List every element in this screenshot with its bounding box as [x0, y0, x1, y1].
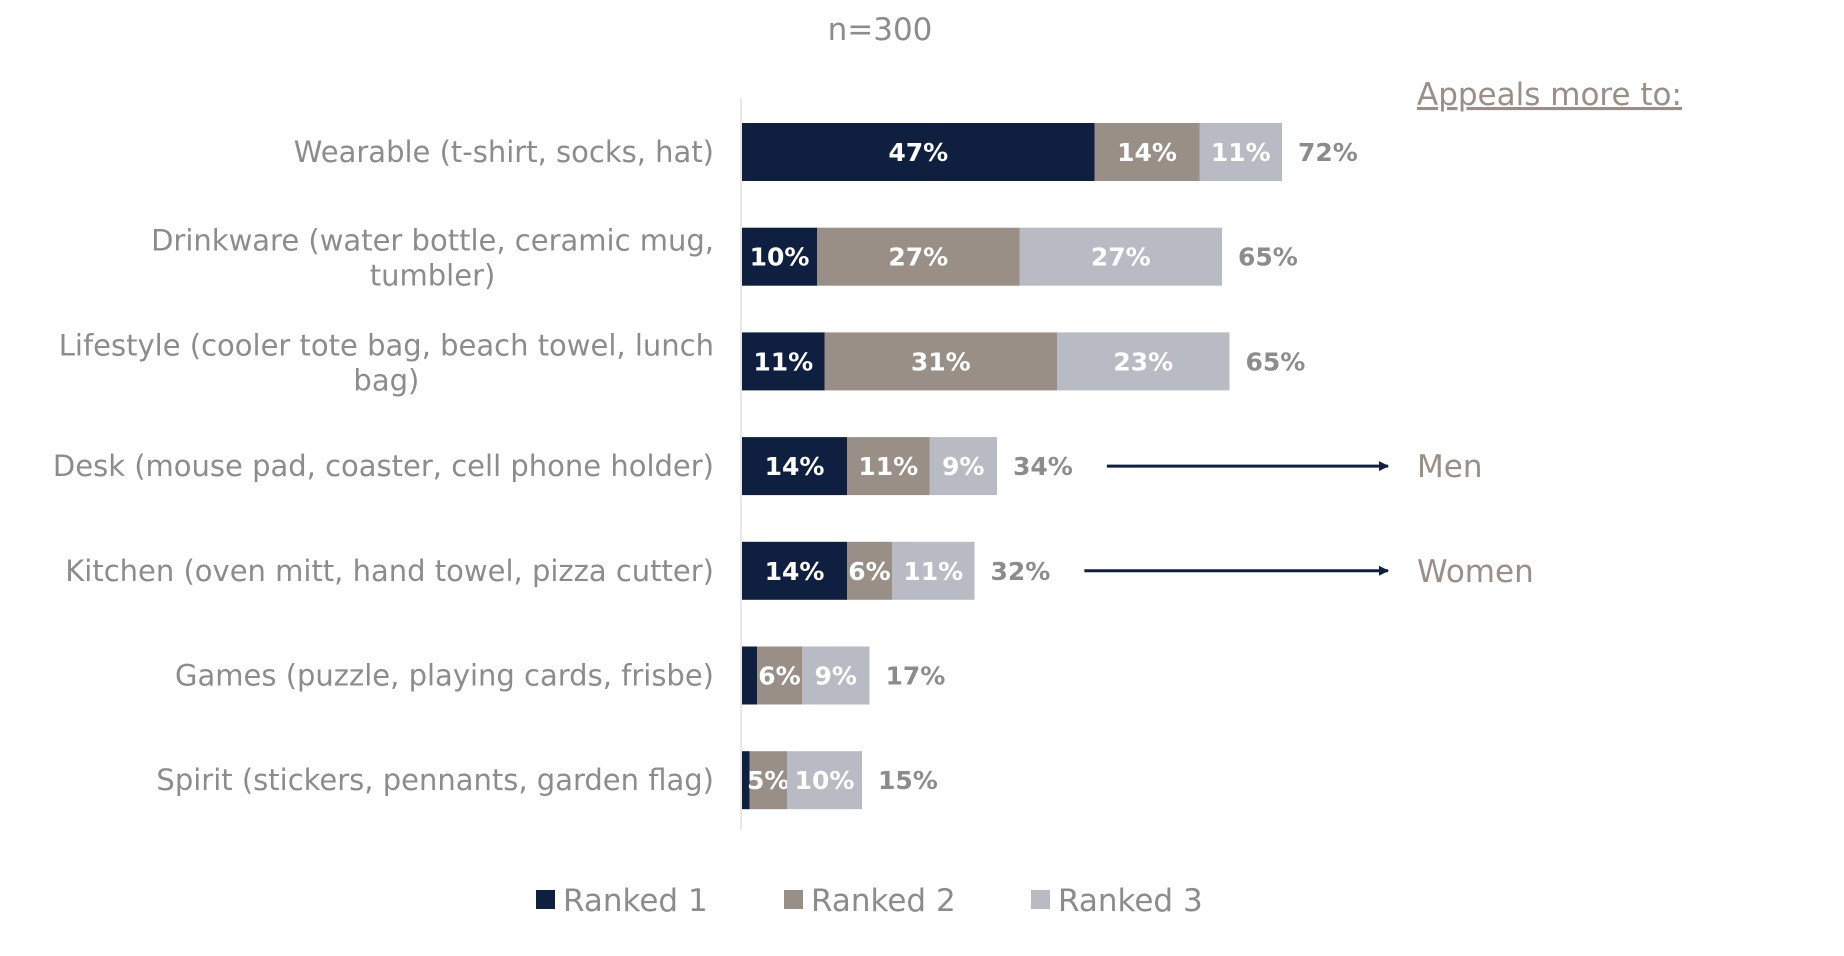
bar-segment-ranked-2: [847, 437, 930, 496]
total-label: 72%: [1298, 138, 1358, 167]
segment-label: 11%: [1211, 138, 1271, 167]
appeals-header: Appeals more to:: [1417, 77, 1682, 113]
total-label: 65%: [1238, 243, 1298, 272]
bar-segment-ranked-3: [892, 541, 975, 600]
appeal-target-label: Men: [1417, 449, 1482, 485]
category-label: Games (puzzle, playing cards, frisbe): [175, 659, 714, 693]
segment-label: 6%: [758, 662, 800, 691]
bar-segment-ranked-1: [742, 332, 825, 391]
legend-label: Ranked 2: [811, 883, 956, 919]
bars: 47% 14% 11% 10% 27% 27% 11% 31% 23% 14% 11% 9% 14% 6%…: [742, 123, 1282, 810]
bar-segment-ranked-1: [742, 751, 750, 810]
legend: Ranked 1 Ranked 2 Ranked 3: [536, 883, 1203, 919]
bar-segment-ranked-3: [1199, 123, 1282, 181]
category-label: Desk (mouse pad, coaster, cell phone hol…: [53, 449, 714, 483]
segment-label: 14%: [765, 557, 825, 586]
total-label: 65%: [1246, 347, 1306, 376]
category-label: Drinkware (water bottle, ceramic mug, tum…: [151, 224, 714, 293]
annotations: Men Women: [1084, 449, 1534, 590]
legend-label: Ranked 3: [1058, 883, 1203, 919]
segment-label: 11%: [903, 557, 963, 586]
bar-segment-ranked-2: [824, 332, 1057, 391]
bar-segment-ranked-3: [929, 437, 997, 496]
segment-label: 9%: [942, 452, 984, 481]
segment-label: 47%: [888, 138, 948, 167]
segment-label: 10%: [795, 766, 855, 795]
segment-label: 31%: [911, 347, 971, 376]
segment-label: 23%: [1113, 347, 1173, 376]
total-label: 17%: [886, 662, 946, 691]
segment-label: 9%: [815, 662, 857, 691]
bar-segment-ranked-2: [847, 541, 892, 600]
legend-label: Ranked 1: [563, 883, 708, 919]
bar-segment-ranked-3: [787, 751, 862, 810]
total-label: 15%: [878, 766, 938, 795]
category-label: Lifestyle (cooler tote bag, beach towel,…: [59, 328, 714, 397]
bar-segment-ranked-1: [742, 541, 847, 600]
bar-segment-ranked-3: [1057, 332, 1230, 391]
segment-label: 14%: [765, 452, 825, 481]
category-label: Wearable (t-shirt, socks, hat): [294, 135, 714, 169]
category-label: Kitchen (oven mitt, hand towel, pizza cu…: [65, 554, 714, 588]
category-labels: Wearable (t-shirt, socks, hat) Drinkware …: [53, 135, 714, 797]
legend-item: Ranked 2: [784, 883, 956, 919]
legend-swatch: [1031, 890, 1050, 909]
sample-size-note: n=300: [828, 12, 933, 48]
segment-label: 10%: [750, 243, 810, 272]
segment-label: 11%: [753, 347, 813, 376]
bar-segment-ranked-2: [757, 646, 802, 705]
total-label: 32%: [991, 557, 1051, 586]
segment-label: 11%: [858, 452, 918, 481]
bar-segment-ranked-3: [1019, 227, 1222, 286]
segment-label: 5%: [747, 766, 789, 795]
legend-swatch: [536, 890, 555, 909]
bar-segment-ranked-1: [742, 646, 757, 705]
total-label: 34%: [1013, 452, 1073, 481]
bar-segment-ranked-2: [1094, 123, 1200, 181]
bar-segment-ranked-2: [749, 751, 787, 810]
category-label: Spirit (stickers, pennants, garden flag): [156, 763, 714, 797]
segment-label: 14%: [1117, 138, 1177, 167]
bar-segment-ranked-3: [802, 646, 870, 705]
bar-segment-ranked-1: [742, 227, 817, 286]
segment-label: 27%: [1091, 243, 1151, 272]
bar-segment-ranked-1: [742, 437, 847, 496]
legend-swatch: [784, 890, 803, 909]
appeal-target-label: Women: [1417, 554, 1534, 590]
bar-segment-ranked-2: [817, 227, 1020, 286]
segment-label: 6%: [848, 557, 890, 586]
bar-segment-ranked-1: [742, 123, 1095, 181]
legend-item: Ranked 3: [1031, 883, 1203, 919]
total-labels: 72% 65% 65% 34% 32% 17% 15%: [878, 138, 1358, 795]
segment-label: 27%: [888, 243, 948, 272]
legend-item: Ranked 1: [536, 883, 708, 919]
